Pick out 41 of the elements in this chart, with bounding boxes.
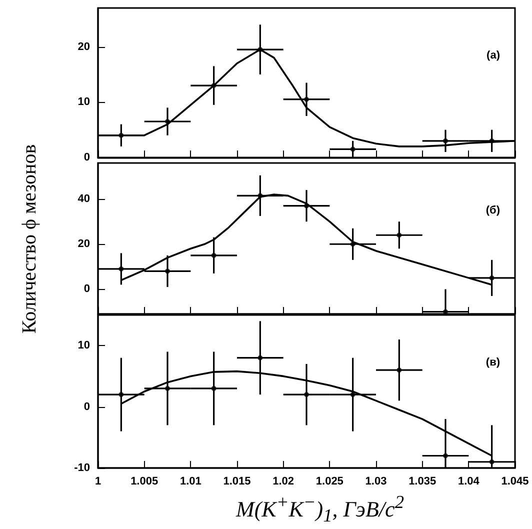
x-axis-title: M(K$^{+}$K$^{−}$)$_{1}$, ГэВ/c$^{2}$ bbox=[236, 492, 404, 527]
point bbox=[396, 368, 402, 373]
x-tick-label: 1.015 bbox=[223, 476, 251, 488]
point bbox=[165, 386, 170, 391]
point bbox=[118, 392, 124, 398]
point bbox=[211, 386, 216, 391]
x-tick-label: 1.035 bbox=[408, 476, 436, 488]
annotation: (а) bbox=[486, 50, 500, 62]
point bbox=[350, 146, 356, 152]
y-tick-label: -10 bbox=[74, 462, 90, 474]
point bbox=[350, 392, 356, 398]
point bbox=[165, 268, 170, 274]
annotation: (б) bbox=[486, 204, 500, 216]
x-tick-label: 1.03 bbox=[365, 476, 387, 488]
annotation: (в) bbox=[486, 356, 500, 368]
x-tick-label: 1.045 bbox=[501, 476, 529, 488]
point bbox=[443, 138, 448, 144]
y-tick-label: 10 bbox=[78, 96, 90, 108]
point bbox=[489, 459, 494, 464]
x-tick-label: 1.04 bbox=[458, 476, 480, 488]
y-tick-label: 0 bbox=[84, 152, 90, 164]
point bbox=[396, 232, 402, 238]
y-tick-label: 20 bbox=[78, 40, 90, 53]
x-tick-label: 1.005 bbox=[130, 476, 158, 488]
x-tick-label: 1.01 bbox=[180, 476, 202, 488]
point bbox=[304, 96, 309, 102]
x-tick-label: 1 bbox=[94, 476, 102, 488]
y-axis-title: Количество ϕ мезонов bbox=[18, 144, 42, 334]
point bbox=[443, 453, 448, 458]
point bbox=[258, 355, 263, 360]
y-tick-label: 20 bbox=[78, 238, 90, 250]
x-tick-label: 1.025 bbox=[316, 476, 344, 488]
y-tick-label: 10 bbox=[78, 340, 90, 352]
x-tick-label: 1.02 bbox=[272, 476, 294, 488]
point bbox=[118, 266, 124, 272]
y-tick-label: 0 bbox=[84, 400, 90, 413]
point bbox=[211, 252, 216, 258]
point bbox=[489, 275, 494, 280]
point bbox=[304, 392, 309, 398]
y-tick-label: 0 bbox=[84, 283, 90, 296]
y-tick-label: 40 bbox=[78, 193, 90, 206]
